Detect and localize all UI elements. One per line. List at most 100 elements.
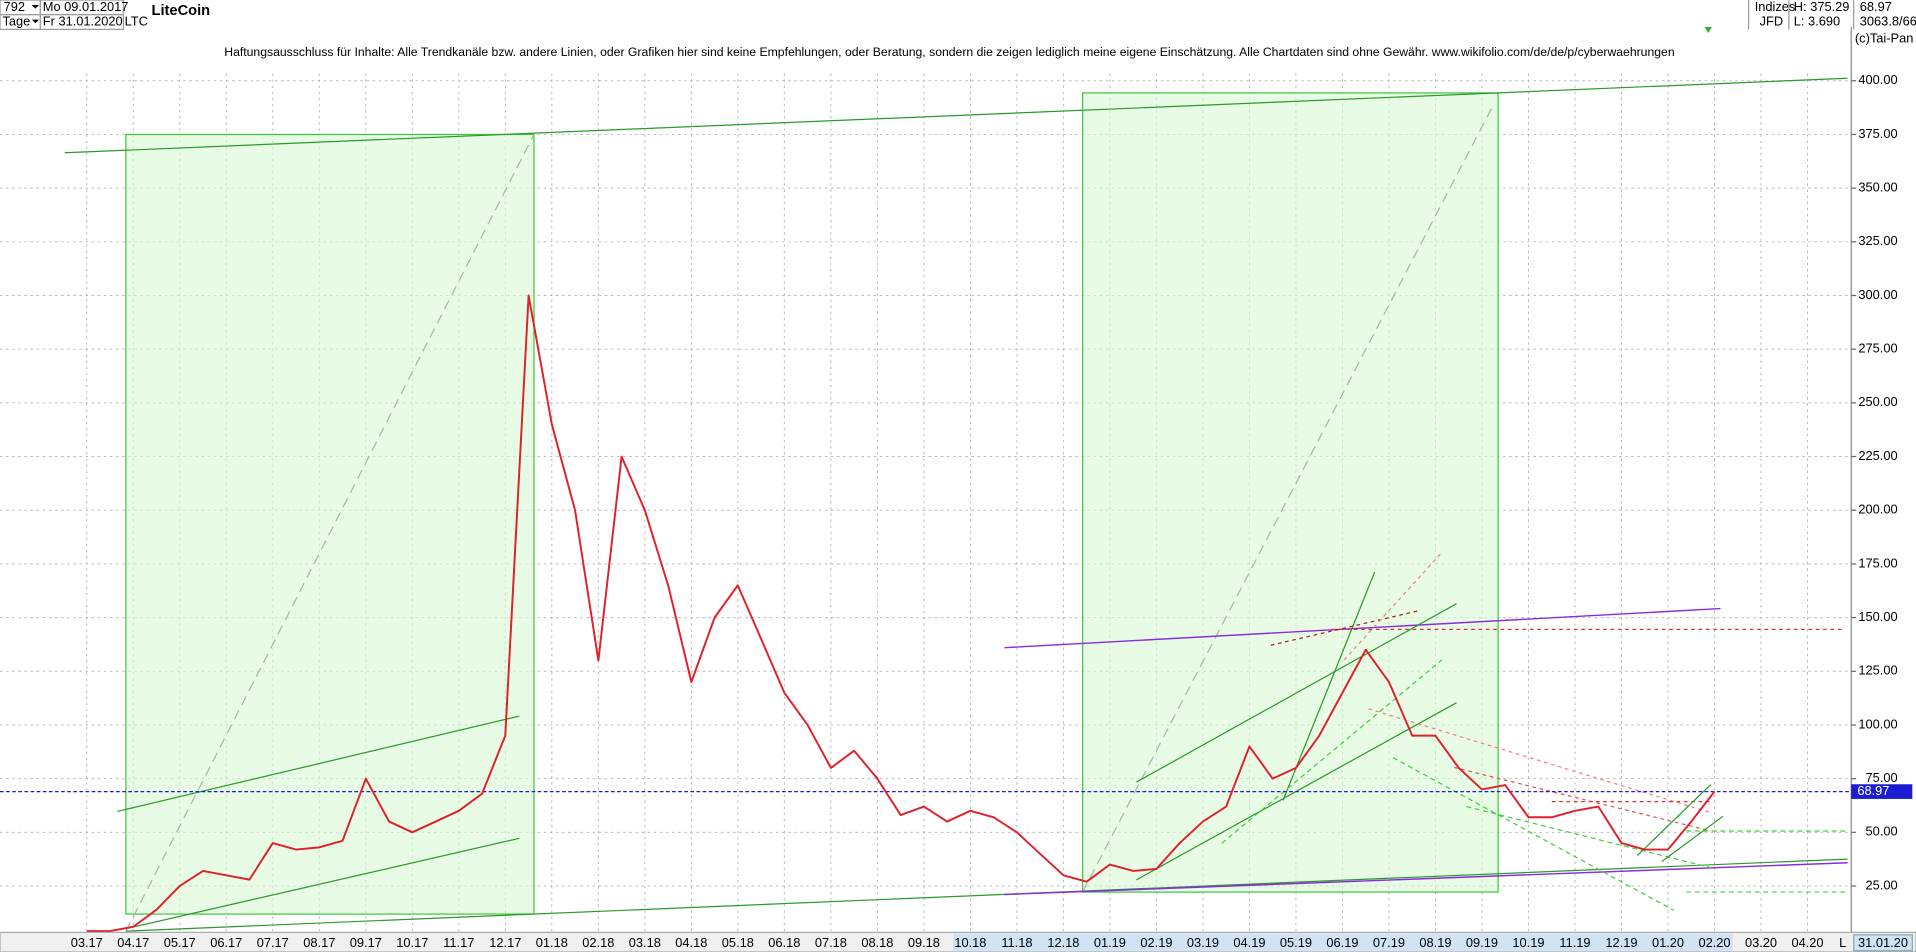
price-line bbox=[86, 294, 1716, 933]
y-tick-label: 200.00 bbox=[1858, 502, 1897, 517]
instrument-name: LiteCoin bbox=[152, 3, 211, 19]
x-tick-label: 01.18 bbox=[536, 935, 568, 950]
x-tick-label: 07.17 bbox=[257, 935, 289, 950]
period: Tage bbox=[2, 13, 30, 28]
x-tick-label: 10.17 bbox=[396, 935, 428, 950]
symbol: LTC bbox=[125, 13, 148, 28]
x-tick-label: 09.19 bbox=[1466, 935, 1498, 950]
count: 792 bbox=[4, 0, 25, 14]
y-tick-label: 275.00 bbox=[1858, 341, 1897, 356]
last-price: 68.97 bbox=[1860, 0, 1892, 14]
y-tick-label: 125.00 bbox=[1858, 663, 1897, 678]
x-tick-label: 03.18 bbox=[629, 935, 661, 950]
x-tick-label: 04.19 bbox=[1233, 935, 1265, 950]
trend-line bbox=[125, 858, 1848, 932]
date-to: Fr 31.01.2020 bbox=[43, 13, 123, 28]
y-tick-label: 300.00 bbox=[1858, 287, 1897, 302]
marker-icon bbox=[1704, 26, 1712, 34]
trend-line bbox=[1368, 708, 1711, 814]
x-tick-label: 10.19 bbox=[1512, 935, 1544, 950]
trend-line bbox=[1282, 571, 1376, 801]
trend-line bbox=[125, 837, 520, 930]
copyright: (c)Tai-Pan bbox=[1855, 31, 1913, 46]
y-tick-label: 400.00 bbox=[1858, 72, 1897, 87]
scale-mode[interactable]: L bbox=[1839, 935, 1846, 950]
x-tick-label: 12.18 bbox=[1047, 935, 1079, 950]
y-tick-label: 325.00 bbox=[1858, 233, 1897, 248]
x-tick-label: 06.17 bbox=[210, 935, 242, 950]
header: 792 Mo 09.01.2017 Tage Fr 31.01.2020 Lit… bbox=[0, 0, 1916, 59]
x-tick-label: 03.19 bbox=[1187, 935, 1219, 950]
y-tick-label: 250.00 bbox=[1858, 394, 1897, 409]
x-tick-label: 02.18 bbox=[582, 935, 614, 950]
y-tick-label: 100.00 bbox=[1858, 716, 1897, 731]
x-tick-label: 10.18 bbox=[954, 935, 986, 950]
disclaimer: Haftungsausschluss für Inhalte: Alle Tre… bbox=[224, 45, 1674, 59]
axis-layer: 25.00 50.00 75.00 100.00 125.00 150.00 175.00 2… bbox=[71, 72, 1913, 950]
x-tick-label: 02.19 bbox=[1140, 935, 1172, 950]
x-tick-label: 05.19 bbox=[1280, 935, 1312, 950]
date-from: Mo 09.01.2017 bbox=[43, 0, 129, 14]
trend-line bbox=[117, 715, 520, 813]
broker: JFD bbox=[1760, 13, 1784, 28]
trend-line bbox=[1636, 784, 1712, 856]
x-tick-label: 09.18 bbox=[908, 935, 940, 950]
volume: 3063.8/66 bbox=[1860, 13, 1916, 28]
diagonal bbox=[125, 134, 535, 932]
y-tick-label: 225.00 bbox=[1858, 448, 1897, 463]
trend-line bbox=[1270, 610, 1418, 646]
y-tick-label: 350.00 bbox=[1858, 180, 1897, 195]
y-tick-label: 375.00 bbox=[1858, 126, 1897, 141]
trend-line bbox=[1466, 805, 1711, 869]
y-tick-label: 175.00 bbox=[1858, 555, 1897, 570]
x-tick-label: 11.19 bbox=[1559, 935, 1590, 950]
trend-line bbox=[64, 77, 1848, 154]
dropdown-icon bbox=[31, 19, 40, 24]
x-axis-selection bbox=[953, 933, 1733, 951]
trend-line bbox=[1004, 862, 1848, 896]
x-tick-label: 11.17 bbox=[443, 935, 474, 950]
x-tick-label: 01.20 bbox=[1652, 935, 1684, 950]
trend-line bbox=[1661, 815, 1724, 863]
trend-line bbox=[1004, 607, 1721, 649]
date-to-box[interactable] bbox=[39, 14, 125, 30]
y-tick-label: 150.00 bbox=[1858, 609, 1897, 624]
dropdown-icon bbox=[31, 4, 40, 9]
trend-line bbox=[1453, 766, 1711, 832]
low: L: 3.690 bbox=[1794, 13, 1840, 28]
last-price-box bbox=[1851, 784, 1913, 799]
x-tick-label: 06.19 bbox=[1326, 935, 1358, 950]
x-tick-label: 01.19 bbox=[1094, 935, 1126, 950]
x-tick-label: 03.20 bbox=[1745, 935, 1777, 950]
trend-line bbox=[1136, 603, 1457, 783]
x-tick-label: 03.17 bbox=[71, 935, 103, 950]
trend-line bbox=[1343, 551, 1443, 661]
x-tick-label: 12.19 bbox=[1605, 935, 1637, 950]
x-tick-label: 08.19 bbox=[1419, 935, 1451, 950]
x-tick-label: 05.17 bbox=[164, 935, 196, 950]
data-layer bbox=[0, 294, 1852, 933]
range-box bbox=[125, 133, 535, 915]
drawings bbox=[64, 77, 1848, 932]
x-tick-label: 07.18 bbox=[815, 935, 847, 950]
trend-line bbox=[1392, 757, 1675, 911]
x-tick-label: 02.20 bbox=[1698, 935, 1730, 950]
x-tick-label: 04.20 bbox=[1791, 935, 1823, 950]
y-tick-label: 50.00 bbox=[1866, 824, 1898, 839]
y-tick-label: 25.00 bbox=[1866, 877, 1898, 892]
x-tick-label: 07.19 bbox=[1373, 935, 1405, 950]
high: H: 375.29 bbox=[1794, 0, 1850, 14]
last-price-label: 68.97 bbox=[1857, 783, 1889, 798]
x-tick-label: 04.17 bbox=[117, 935, 149, 950]
x-tick-label: 08.17 bbox=[303, 935, 335, 950]
x-tick-label: 11.18 bbox=[1001, 935, 1032, 950]
y-tick-label: 75.00 bbox=[1866, 770, 1898, 785]
diagonal bbox=[1082, 104, 1494, 893]
group: Indizes bbox=[1755, 0, 1796, 14]
current-date: 31.01.20 bbox=[1858, 935, 1908, 950]
x-tick-label: 12.17 bbox=[489, 935, 521, 950]
x-tick-label: 04.18 bbox=[675, 935, 707, 950]
current-date-box bbox=[1853, 934, 1913, 952]
x-tick-label: 06.18 bbox=[768, 935, 800, 950]
